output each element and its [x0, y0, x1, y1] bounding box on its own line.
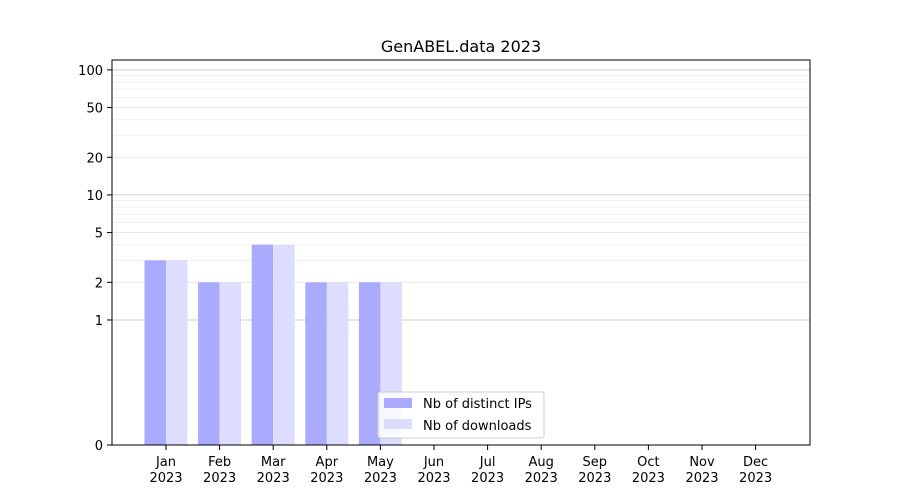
bar-distinct-ips	[358, 282, 381, 445]
plot-frame	[111, 59, 811, 446]
legend-label-downloads: Nb of downloads	[423, 419, 532, 434]
x-tick-label-month: Aug	[529, 455, 554, 470]
x-tick-label-year: 2023	[364, 471, 397, 486]
bar-downloads	[326, 282, 349, 445]
y-tick-label: 100	[78, 64, 103, 79]
x-tick-label-year: 2023	[310, 471, 343, 486]
bar-distinct-ips	[305, 282, 327, 445]
legend-label-distinct-ips: Nb of distinct IPs	[423, 397, 532, 412]
x-tick-label-year: 2023	[257, 471, 290, 486]
y-axis: 0 1 2 5 10 20 50 100	[78, 64, 112, 454]
y-tick-label: 20	[86, 151, 103, 166]
bar-distinct-ips	[144, 260, 166, 445]
x-tick-label-year: 2023	[525, 471, 558, 486]
x-tick-label-month: Dec	[743, 455, 768, 470]
x-tick-label-month: Apr	[316, 455, 339, 470]
x-tick-label-month: Sep	[583, 455, 608, 470]
x-tick-label-year: 2023	[578, 471, 611, 486]
grid-lines	[112, 69, 810, 321]
x-tick-label-year: 2023	[632, 471, 665, 486]
bar-distinct-ips	[198, 282, 220, 445]
x-tick-label-month: Jul	[479, 455, 496, 470]
legend-box	[377, 391, 545, 439]
x-tick-label-year: 2023	[203, 471, 236, 486]
legend-swatch-distinct-ips	[384, 398, 412, 408]
y-tick-label: 50	[86, 102, 103, 117]
x-tick-label-month: Feb	[208, 455, 231, 470]
x-tick-label-year: 2023	[417, 471, 450, 486]
bar-downloads	[166, 260, 188, 445]
x-tick-label-year: 2023	[739, 471, 772, 486]
x-tick-label-year: 2023	[149, 471, 182, 486]
x-axis: Jan2023Feb2023Mar2023Apr2023May2023Jun20…	[149, 445, 772, 486]
y-tick-label: 2	[95, 276, 103, 291]
bars	[144, 244, 402, 445]
legend: Nb of distinct IPs Nb of downloads	[377, 391, 545, 439]
x-tick-label-month: Jan	[155, 455, 176, 470]
x-tick-label-year: 2023	[685, 471, 718, 486]
x-tick-label-month: Oct	[637, 455, 659, 470]
legend-swatch-downloads	[384, 419, 412, 429]
bar-distinct-ips	[251, 244, 274, 445]
x-tick-label-month: Mar	[261, 455, 286, 470]
y-tick-label: 0	[95, 439, 103, 454]
y-tick-label: 5	[95, 227, 103, 242]
bar-downloads	[273, 244, 295, 445]
chart-title: GenABEL.data 2023	[381, 37, 541, 56]
x-tick-label-year: 2023	[471, 471, 504, 486]
x-tick-label-month: Jun	[423, 455, 444, 470]
y-tick-label: 10	[86, 189, 103, 204]
x-tick-label-month: May	[367, 455, 394, 470]
bar-downloads	[219, 282, 242, 445]
x-tick-label-month: Nov	[689, 455, 715, 470]
y-tick-label: 1	[95, 314, 103, 329]
